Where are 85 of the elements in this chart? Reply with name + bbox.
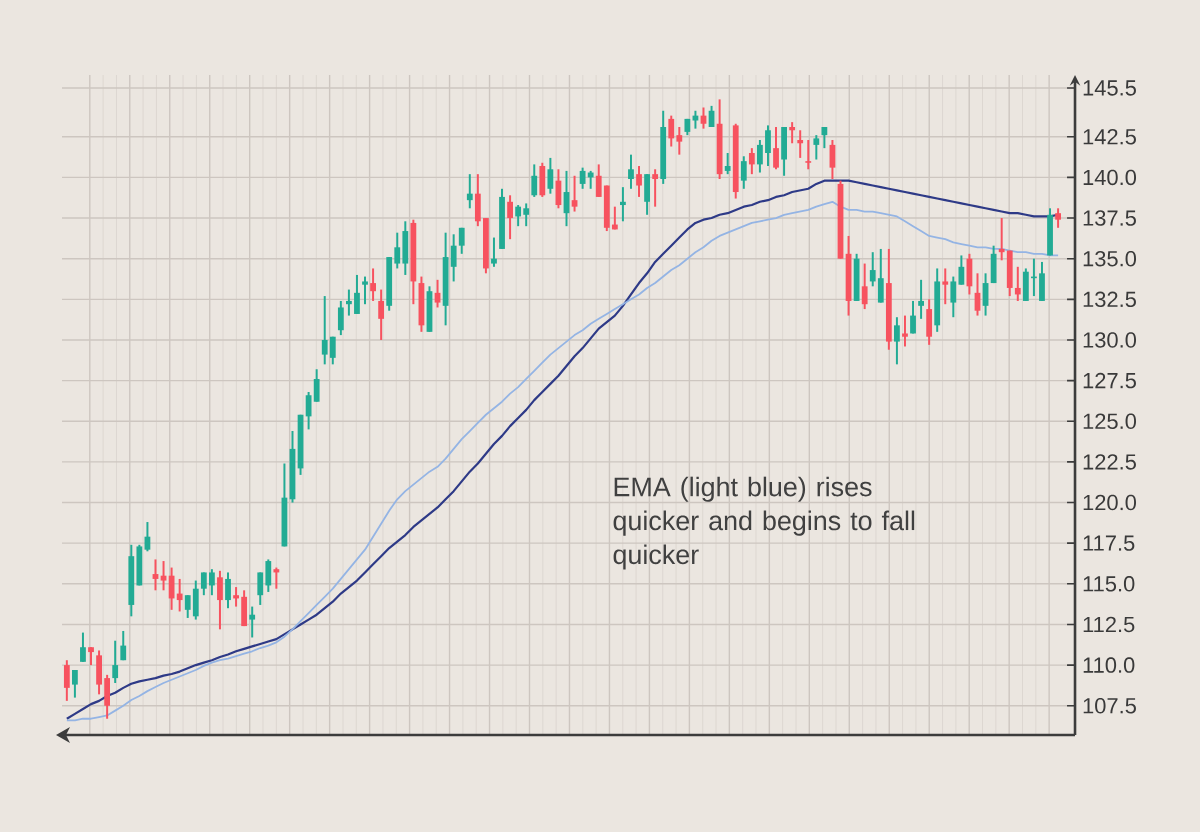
candlestick — [950, 275, 957, 319]
candlestick — [942, 267, 949, 306]
candlestick — [354, 273, 360, 315]
candlestick — [112, 639, 119, 684]
y-tick-label: 145.5 — [1083, 80, 1136, 96]
candlestick — [233, 586, 239, 608]
y-tick-label: 140.0 — [1083, 169, 1137, 186]
candlestick — [63, 659, 70, 702]
y-tick-label: 112.5 — [1083, 616, 1135, 633]
candlestick — [450, 233, 457, 283]
candlestick — [668, 114, 675, 148]
y-tick-label: 132.5 — [1083, 291, 1136, 308]
candlestick — [370, 267, 376, 302]
y-tick-label: 130.0 — [1083, 332, 1137, 348]
candlestick — [813, 134, 820, 161]
candlestick — [217, 569, 223, 631]
candlestick — [394, 231, 401, 270]
candlestick — [305, 390, 312, 431]
candlestick — [869, 251, 876, 288]
annotation: EMA (light blue) rises quicker and begins to fall quicker — [613, 476, 915, 570]
candlestick — [958, 254, 965, 286]
candlestick — [515, 204, 522, 228]
candlestick — [724, 152, 731, 176]
candlestick — [740, 155, 747, 190]
candlestick — [491, 236, 497, 268]
candlestick — [998, 217, 1005, 262]
candlestick — [321, 295, 328, 366]
y-tick-label: 117.5 — [1083, 535, 1135, 551]
candlestick — [620, 186, 626, 223]
candlestick — [168, 566, 175, 611]
y-tick-label: 142.5 — [1083, 129, 1136, 145]
candlestick — [547, 156, 554, 195]
candlestick — [507, 194, 513, 241]
candlestick — [628, 153, 634, 190]
candlestick — [902, 314, 908, 348]
candlestick — [676, 126, 683, 156]
candlestick — [458, 226, 465, 255]
y-tick-label: 120.0 — [1083, 494, 1137, 511]
candlestick — [71, 668, 78, 699]
candlestick — [176, 577, 183, 613]
candlestick — [225, 571, 231, 610]
candlestick — [636, 165, 642, 198]
candlestick — [797, 129, 804, 159]
candlestick — [337, 299, 344, 337]
candlestick — [579, 166, 586, 190]
candlestick — [257, 571, 264, 606]
candlestick — [595, 163, 602, 198]
candlestick — [861, 262, 868, 311]
candlestick — [346, 288, 352, 317]
y-tick-label: 110.0 — [1083, 657, 1135, 673]
candlestick — [80, 631, 86, 663]
candlestick — [362, 275, 368, 306]
candlestick — [329, 335, 336, 366]
candlestick — [1014, 265, 1021, 302]
y-tick-label: 127.5 — [1083, 372, 1136, 389]
candlestick — [378, 288, 385, 341]
candlestick — [571, 174, 578, 213]
candlestick — [313, 368, 320, 403]
candlestick — [894, 316, 900, 366]
candlestick — [466, 173, 473, 210]
candlestick — [918, 278, 924, 320]
candlestick — [1055, 207, 1061, 229]
y-tick-label: 137.5 — [1083, 210, 1136, 226]
candlestick — [184, 594, 191, 619]
candlestick — [910, 299, 916, 335]
y-tick-label: 115.0 — [1083, 576, 1135, 592]
candlestick — [249, 605, 256, 639]
candlestick — [209, 568, 215, 597]
y-tick-label: 135.0 — [1083, 250, 1137, 267]
candlestick — [200, 571, 207, 597]
candlestick — [821, 126, 828, 150]
y-tick-label: 107.5 — [1083, 698, 1136, 714]
candlestick — [273, 566, 280, 590]
candlestick — [652, 168, 659, 208]
y-tick-label: 125.0 — [1083, 413, 1137, 430]
candlestick — [773, 126, 779, 171]
candlestick — [531, 163, 538, 198]
candlestick — [757, 139, 763, 174]
candlestick — [805, 139, 812, 171]
candlestick — [120, 629, 127, 662]
candlestick — [789, 121, 796, 145]
candlestick — [523, 202, 530, 228]
candlestick — [748, 147, 755, 176]
candlestick — [765, 124, 771, 168]
y-tick-label: 122.5 — [1083, 454, 1136, 470]
